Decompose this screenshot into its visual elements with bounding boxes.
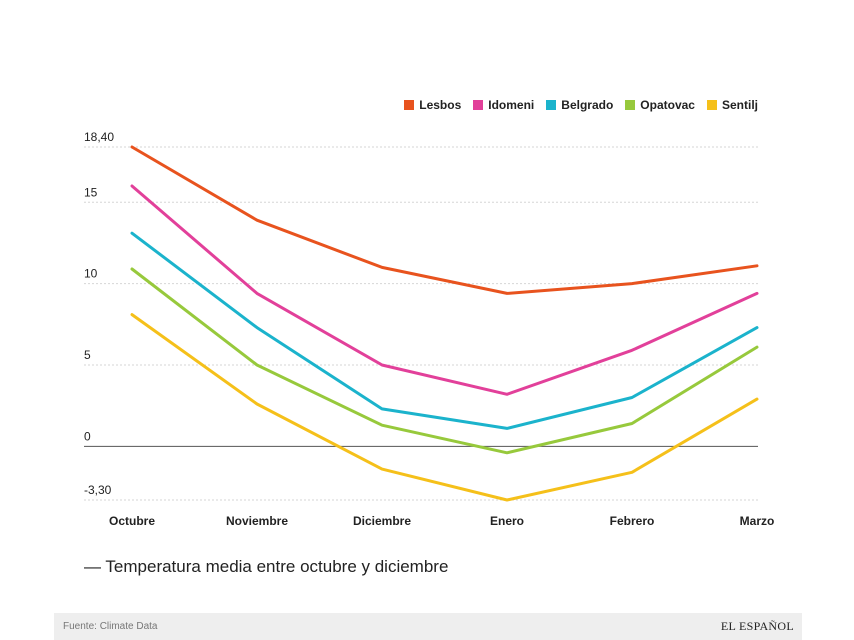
legend-label-idomeni: Idomeni	[488, 98, 535, 112]
series-line-sentilj	[130, 313, 759, 502]
legend-label-lesbos: Lesbos	[419, 98, 462, 112]
y-tick-label: 18,40	[84, 130, 114, 144]
x-tick-label: Enero	[490, 514, 524, 528]
source-text: Fuente: Climate Data	[63, 621, 158, 632]
y-tick-label: 0	[84, 429, 91, 443]
x-tick-label: Marzo	[740, 514, 775, 528]
series-line-idomeni	[130, 184, 759, 396]
x-tick-label: Diciembre	[353, 514, 411, 528]
series-line-opatovac	[130, 267, 759, 455]
y-tick-label: 15	[84, 185, 98, 199]
y-tick-label: -3,30	[84, 483, 112, 497]
brand-logo: EL ESPAÑOL	[720, 619, 794, 633]
legend-item-opatovac: Opatovac	[625, 98, 695, 112]
legend-swatch-idomeni	[473, 100, 484, 110]
chart-legend: Lesbos Idomeni Belgrado Opatovac Sentilj	[404, 98, 758, 112]
series-line-belgrado	[130, 231, 759, 430]
legend-swatch-sentilj	[706, 100, 717, 110]
x-tick-label: Octubre	[109, 514, 155, 528]
x-tick-label: Febrero	[610, 514, 655, 528]
chart-caption: — Temperatura media entre octubre y dici…	[84, 557, 449, 576]
legend-swatch-belgrado	[546, 100, 557, 110]
legend-swatch-opatovac	[625, 100, 636, 110]
y-tick-label: 5	[84, 348, 91, 362]
legend-item-lesbos: Lesbos	[404, 98, 461, 112]
series-line-lesbos	[130, 145, 759, 295]
legend-label-belgrado: Belgrado	[561, 98, 614, 112]
legend-item-belgrado: Belgrado	[546, 98, 613, 112]
y-tick-label: 10	[84, 267, 98, 281]
legend-item-idomeni: Idomeni	[473, 98, 534, 112]
legend-label-sentilj: Sentilj	[721, 98, 758, 112]
legend-swatch-lesbos	[404, 100, 415, 110]
x-tick-label: Noviembre	[226, 514, 288, 528]
legend-item-sentilj: Sentilj	[706, 98, 758, 112]
legend-label-opatovac: Opatovac	[640, 98, 695, 112]
footer-bar: Fuente: Climate Data EL ESPAÑOL	[54, 613, 802, 640]
